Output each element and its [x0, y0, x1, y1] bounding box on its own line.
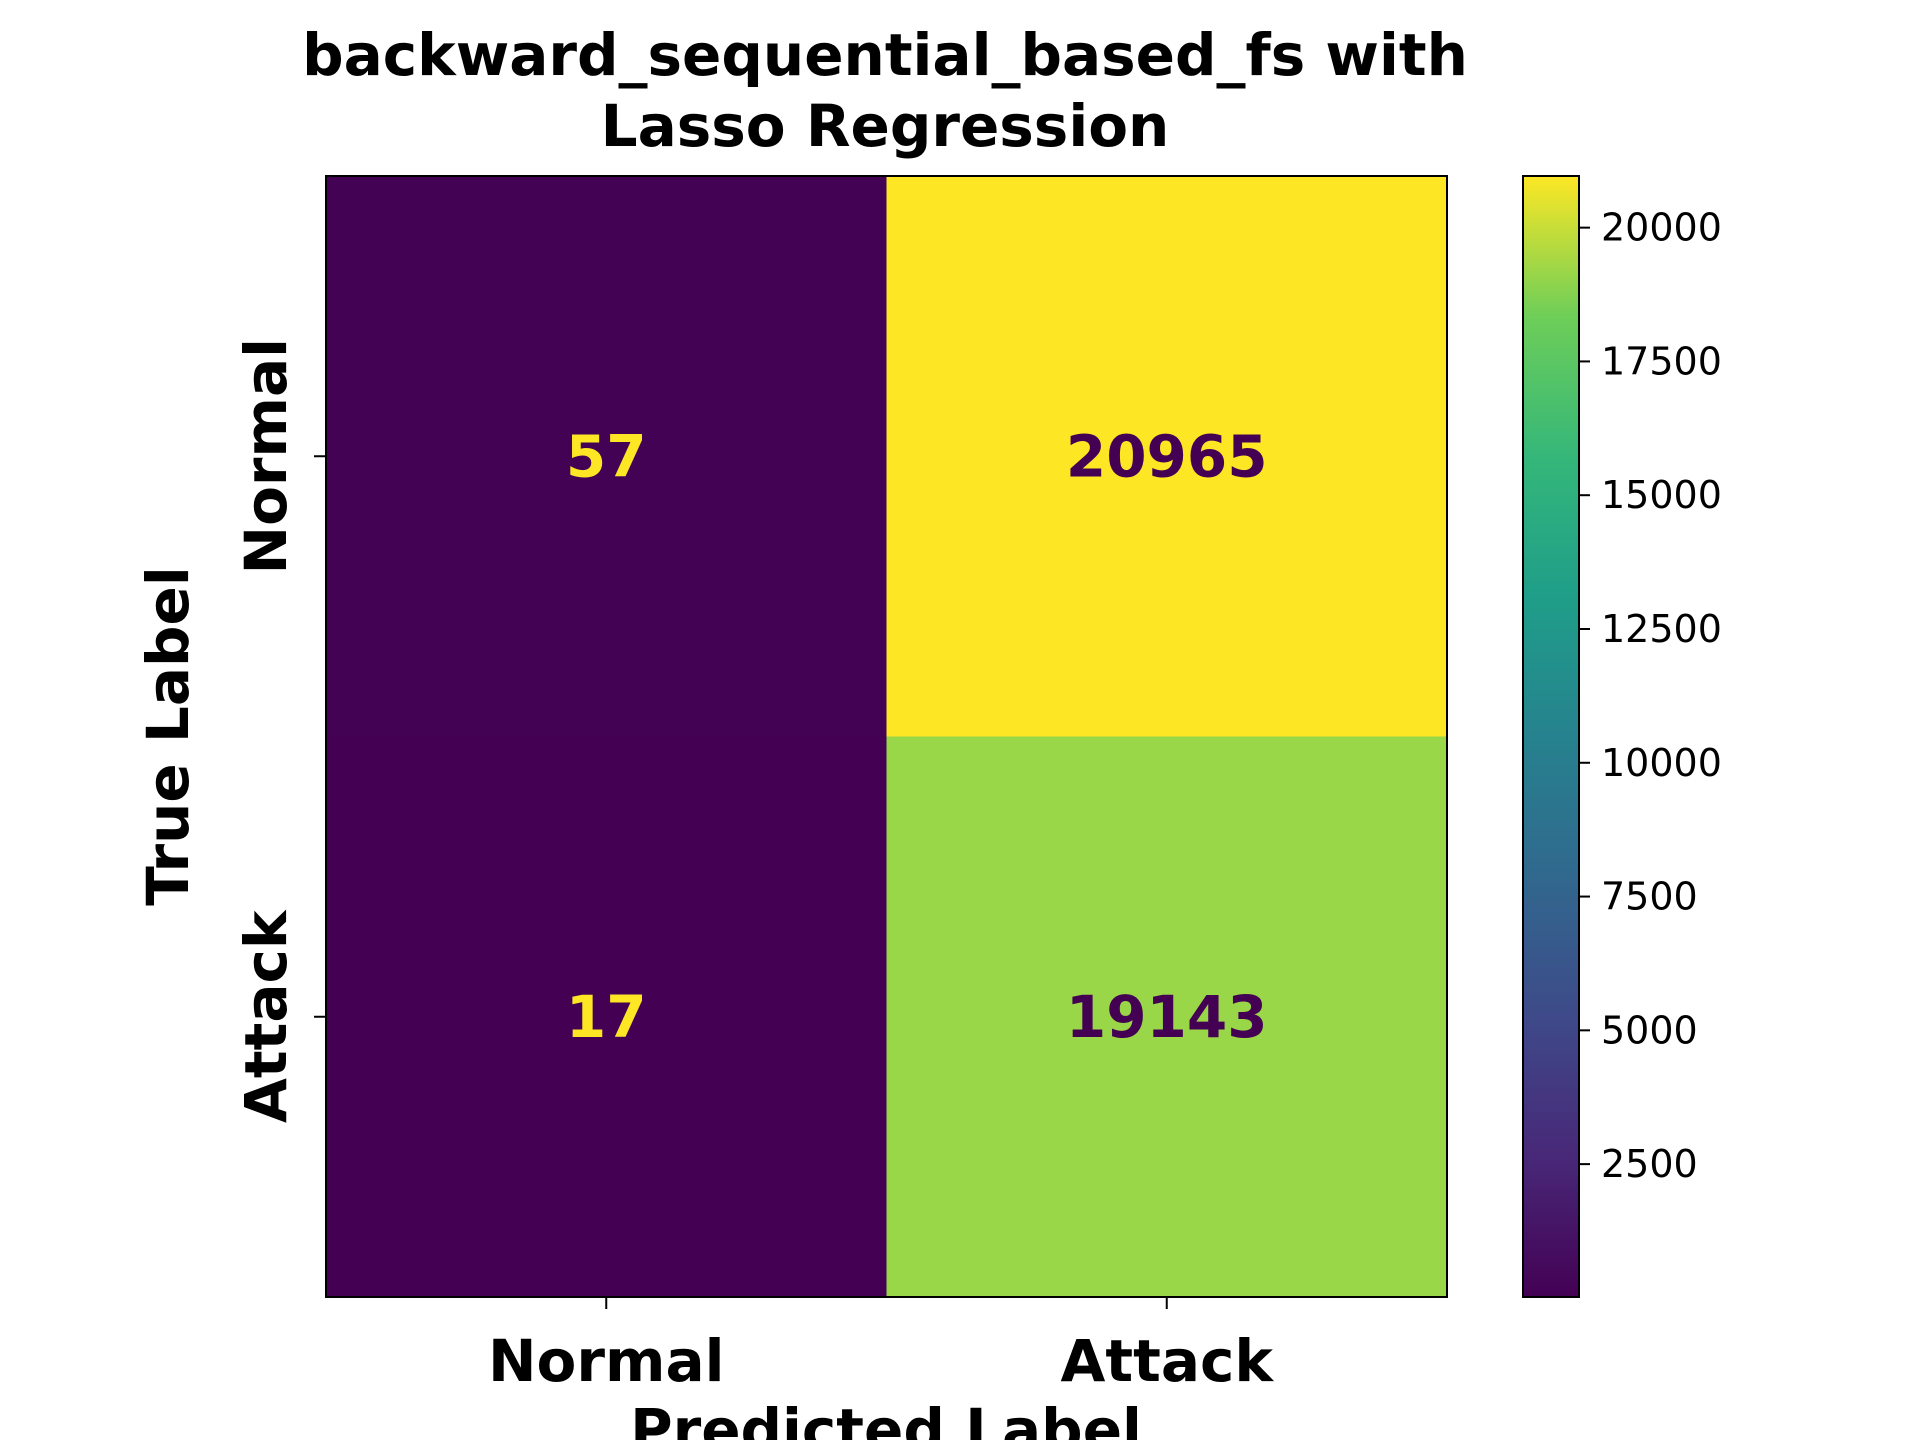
cell-value-label: 17 — [566, 983, 647, 1051]
y-tick-label: Normal — [232, 338, 300, 574]
heatmap-cell — [886, 176, 1447, 737]
colorbar-tick-label: 15000 — [1601, 473, 1722, 517]
x-axis-ticks: Normal Attack — [488, 1297, 1274, 1395]
cell-value-label: 19143 — [1066, 983, 1268, 1051]
cell-value-label: 20965 — [1066, 422, 1268, 490]
colorbar-tick-label: 20000 — [1601, 206, 1722, 250]
y-tick-label: Attack — [232, 909, 300, 1123]
heatmap-cell — [326, 176, 887, 737]
heatmap-cell — [886, 736, 1447, 1297]
colorbar-ticks: 2500 5000 7500 10000 12500 15000 17500 20000 — [1579, 206, 1722, 1186]
heatmap-cells: 57 20965 17 19143 — [326, 176, 1447, 1297]
colorbar-tick-label: 7500 — [1601, 875, 1698, 919]
x-tick-label: Normal — [488, 1327, 724, 1395]
chart-title-line-1: backward_sequential_based_fs with — [302, 21, 1468, 89]
x-tick-label: Attack — [1061, 1327, 1275, 1395]
y-axis-ticks: Normal Attack — [232, 338, 326, 1123]
heatmap-cell — [326, 736, 887, 1297]
colorbar-tick-label: 12500 — [1601, 607, 1722, 651]
colorbar-tick-label: 17500 — [1601, 339, 1722, 383]
x-axis-label: Predicted Label — [630, 1396, 1142, 1440]
colorbar-tick-label: 10000 — [1601, 741, 1722, 785]
cell-value-label: 57 — [566, 422, 647, 490]
plot-frame — [325, 175, 1448, 1298]
colorbar-tick-label: 2500 — [1601, 1142, 1698, 1186]
colorbar-tick-label: 5000 — [1601, 1008, 1698, 1052]
y-axis-label: True Label — [134, 566, 202, 905]
colorbar — [1522, 175, 1580, 1298]
chart-title-line-2: Lasso Regression — [601, 92, 1170, 160]
